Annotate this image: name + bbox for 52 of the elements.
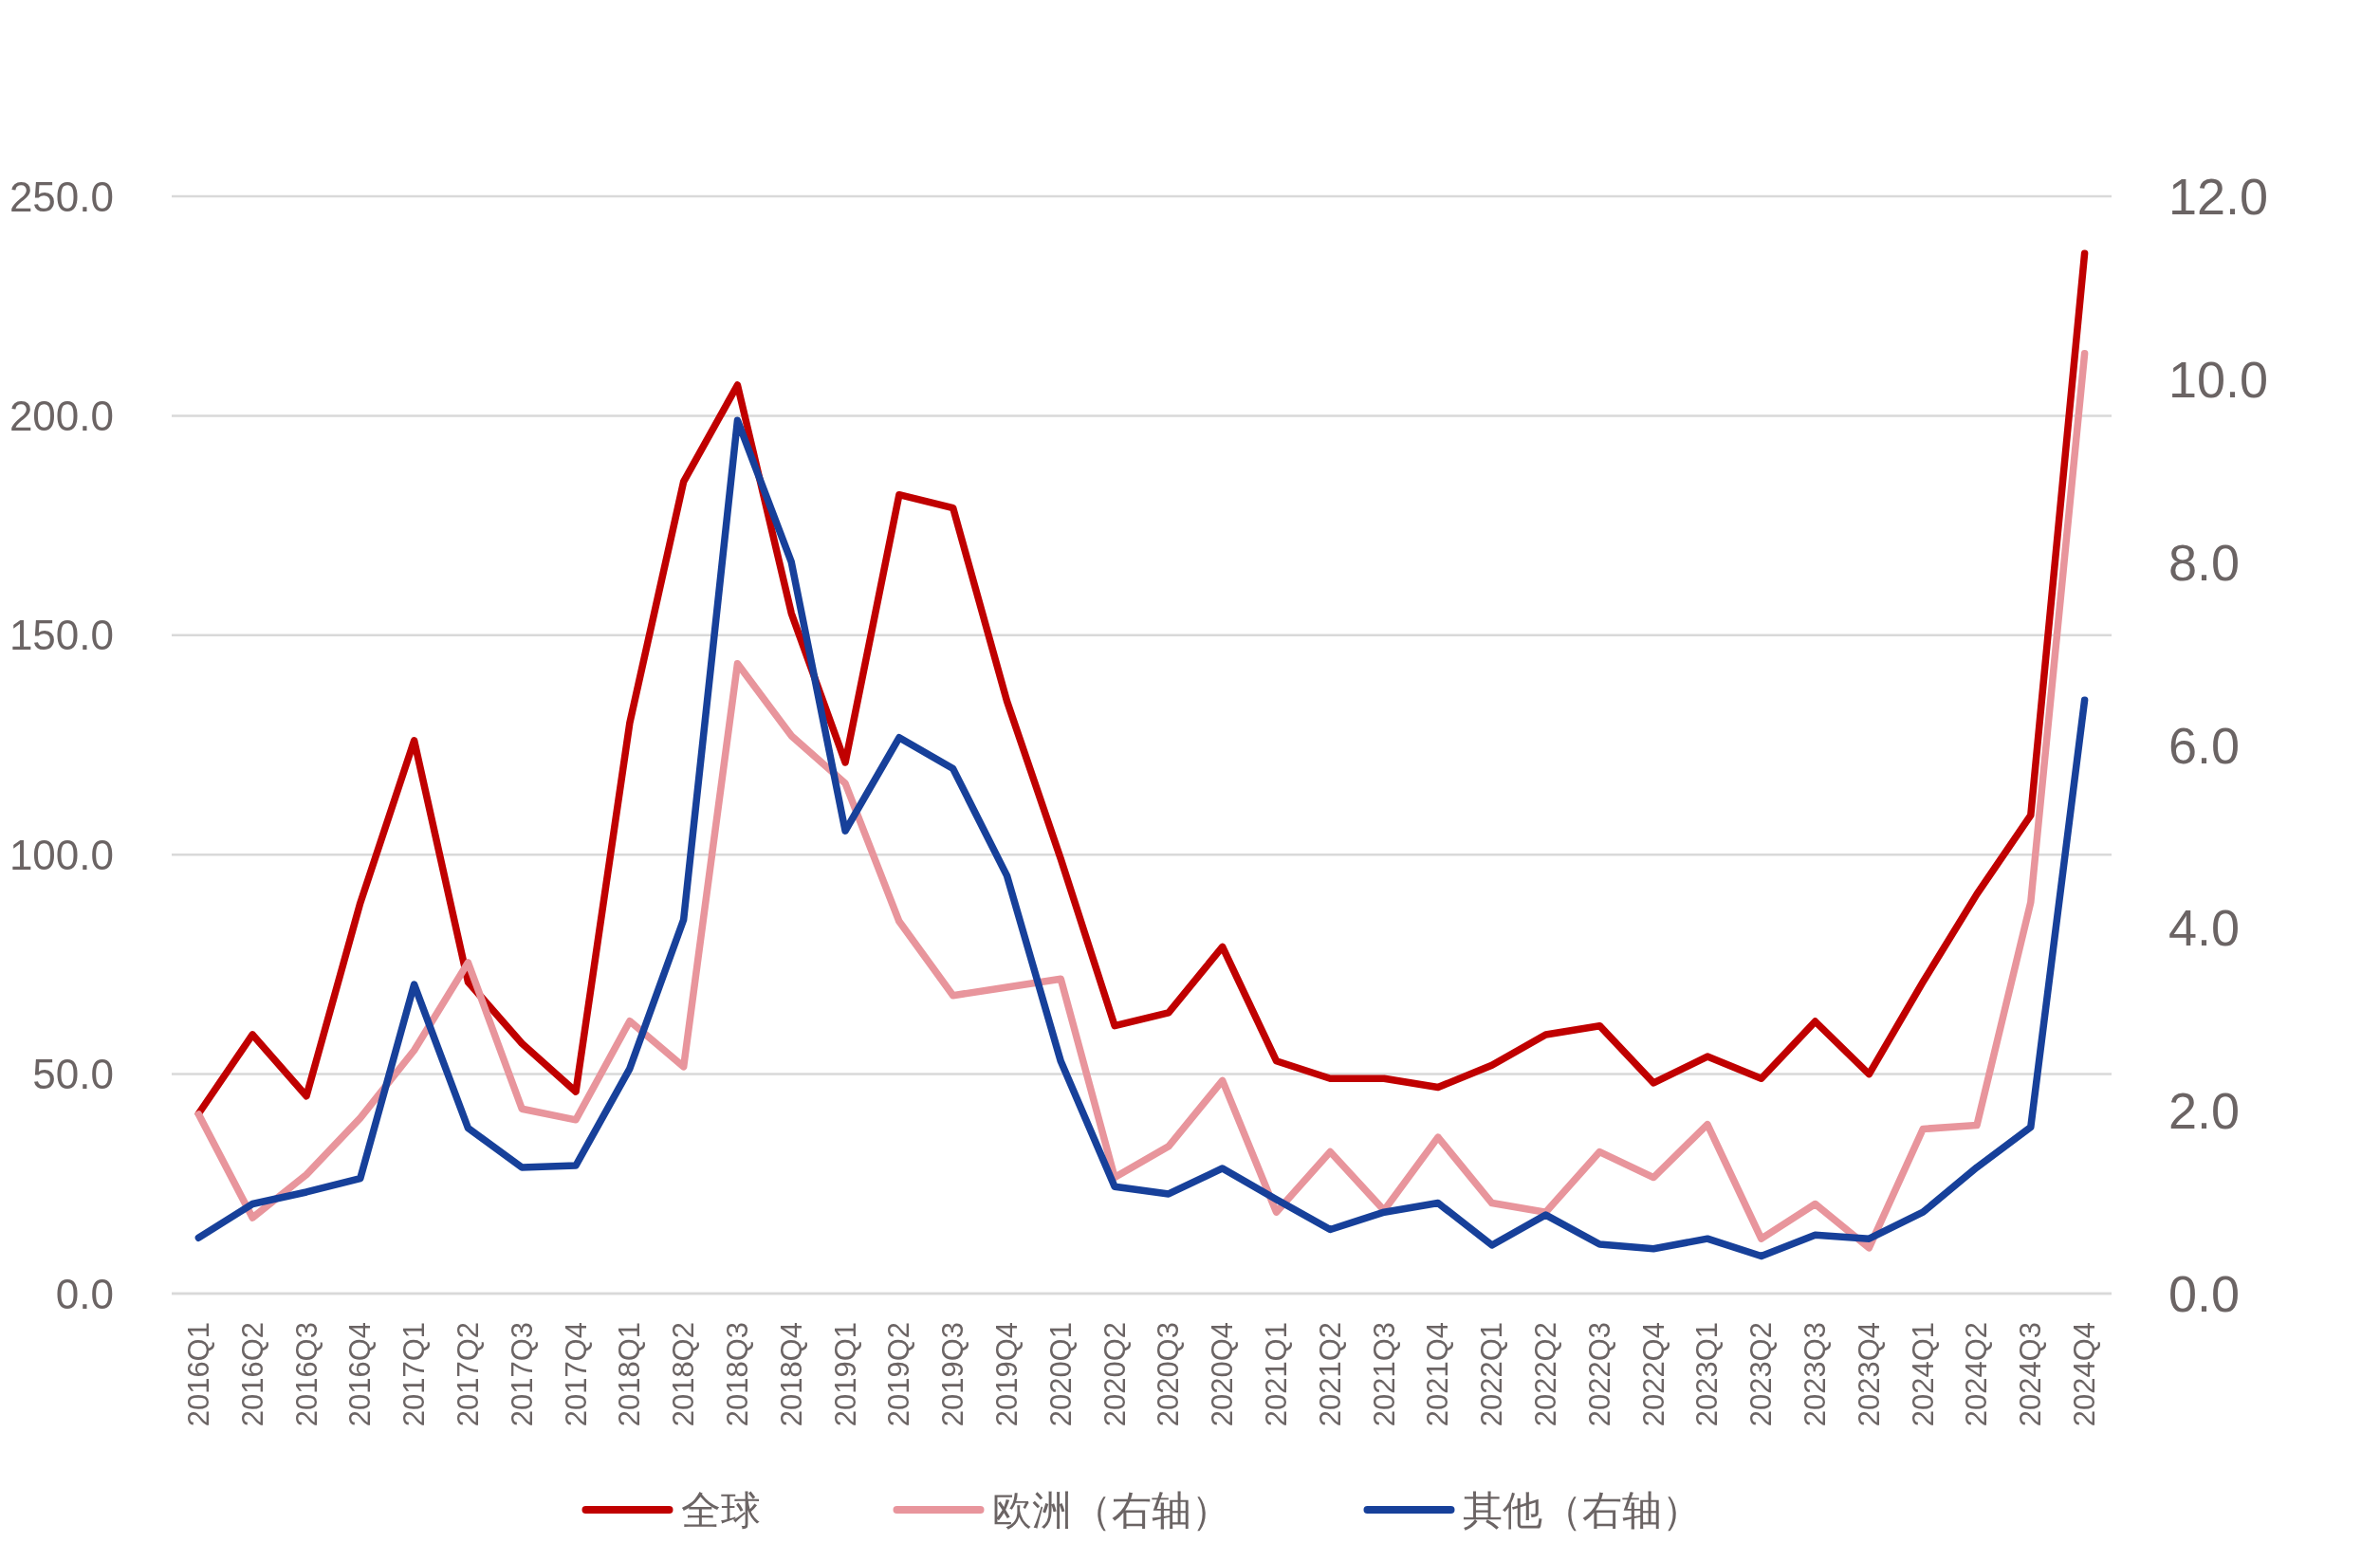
legend-label: 全球	[680, 1487, 761, 1533]
x-tick-label: 2016Q2	[235, 1322, 269, 1427]
x-tick-label: 2024Q1	[1906, 1322, 1940, 1427]
x-tick-label: 2017Q2	[451, 1322, 485, 1427]
x-tick-label: 2023Q3	[1799, 1322, 1833, 1427]
x-tick-label: 2019Q1	[828, 1322, 862, 1427]
x-tick-label: 2023Q1	[1690, 1322, 1725, 1427]
x-tick-label: 2023Q2	[1744, 1322, 1779, 1427]
x-tick-label: 2020Q3	[1152, 1322, 1186, 1427]
x-tick-label: 2016Q3	[289, 1322, 323, 1427]
y-tick-label: 150.0	[9, 612, 114, 659]
y-tick-label: 50.0	[32, 1051, 114, 1098]
x-tick-label: 2024Q4	[2068, 1322, 2102, 1427]
x-tick-label: 2021Q3	[1367, 1322, 1401, 1427]
x-tick-label: 2021Q1	[1260, 1322, 1294, 1427]
y2-tick-label: 8.0	[2168, 533, 2241, 591]
x-tick-label: 2022Q2	[1529, 1322, 1563, 1427]
x-tick-label: 2022Q3	[1582, 1322, 1616, 1427]
x-tick-label: 2018Q1	[613, 1322, 647, 1427]
x-tick-label: 2020Q1	[1043, 1322, 1078, 1427]
x-tick-label: 2021Q4	[1421, 1322, 1455, 1427]
y-tick-label: 250.0	[9, 173, 114, 220]
x-tick-label: 2021Q2	[1313, 1322, 1347, 1427]
y2-tick-label: 0.0	[2168, 1265, 2241, 1322]
x-tick-label: 2020Q4	[1206, 1322, 1240, 1427]
x-tick-label: 2022Q1	[1475, 1322, 1509, 1427]
y-tick-label: 0.0	[55, 1270, 114, 1317]
y2-tick-label: 6.0	[2168, 716, 2241, 774]
y2-tick-label: 2.0	[2168, 1082, 2241, 1140]
y2-tick-label: 10.0	[2168, 350, 2269, 408]
legend-label: 欧洲（右轴）	[991, 1487, 1231, 1533]
x-tick-label: 2023Q4	[1852, 1322, 1886, 1427]
y-tick-label: 200.0	[9, 392, 114, 439]
x-tick-label: 2022Q4	[1636, 1322, 1670, 1427]
x-tick-label: 2019Q4	[989, 1322, 1024, 1427]
x-tick-label: 2024Q3	[2014, 1322, 2048, 1427]
y2-tick-label: 12.0	[2168, 168, 2269, 225]
x-tick-label: 2018Q4	[774, 1322, 808, 1427]
x-tick-label: 2017Q4	[559, 1322, 593, 1427]
x-tick-label: 2024Q2	[1960, 1322, 1994, 1427]
x-tick-label: 2017Q1	[397, 1322, 432, 1427]
x-tick-label: 2017Q3	[505, 1322, 539, 1427]
x-tick-label: 2018Q3	[720, 1322, 754, 1427]
x-tick-label: 2019Q3	[936, 1322, 970, 1427]
legend-label: 其他（右轴）	[1462, 1487, 1702, 1533]
x-tick-label: 2019Q2	[882, 1322, 916, 1427]
y2-tick-label: 4.0	[2168, 899, 2241, 957]
x-tick-label: 2018Q2	[667, 1322, 701, 1427]
x-tick-label: 2016Q4	[343, 1322, 378, 1427]
y-tick-label: 100.0	[9, 831, 114, 878]
x-tick-label: 2016Q1	[181, 1322, 215, 1427]
x-tick-label: 2020Q2	[1098, 1322, 1132, 1427]
